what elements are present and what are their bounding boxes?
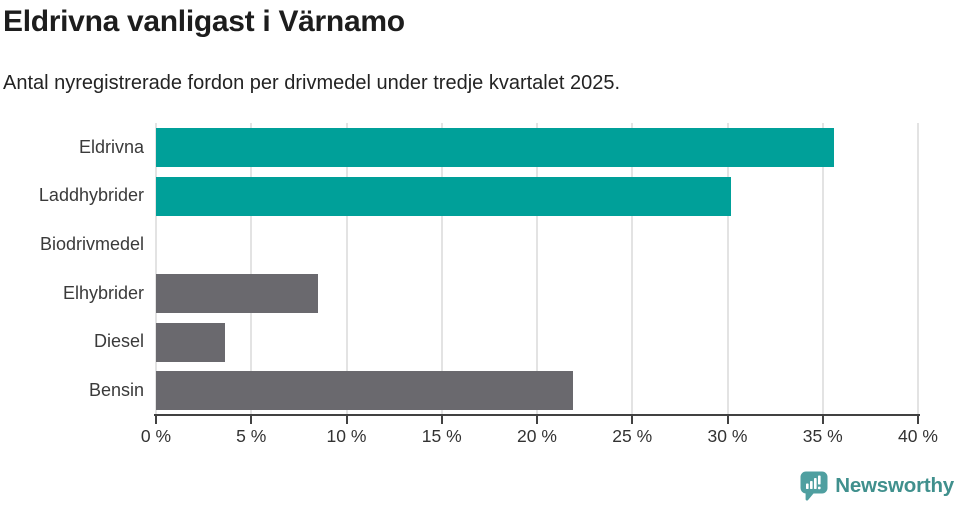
bar-bensin xyxy=(156,371,574,411)
x-tick xyxy=(155,416,157,424)
newsworthy-logo: Newsworthy xyxy=(800,471,954,501)
x-tick-label: 20 % xyxy=(517,426,557,446)
gridline xyxy=(821,123,824,415)
x-tick xyxy=(726,416,729,424)
gridline xyxy=(345,123,348,415)
x-tick xyxy=(440,416,443,424)
newsworthy-logo-icon xyxy=(800,471,828,501)
bar-elhybrider xyxy=(156,273,318,313)
plot-area xyxy=(155,123,919,415)
x-tick-label: 30 % xyxy=(707,426,748,446)
x-tick-label: 40 % xyxy=(898,426,938,446)
x-tick-label: 15 % xyxy=(421,426,462,446)
x-tick xyxy=(250,416,253,424)
gridline xyxy=(631,123,634,415)
bar-laddhybrider xyxy=(156,176,732,216)
x-tick-label: 0 % xyxy=(140,426,172,446)
gridline xyxy=(536,123,538,415)
category-label: Eldrivna xyxy=(78,136,144,157)
x-tick xyxy=(631,416,634,424)
category-label: Laddhybrider xyxy=(38,185,144,206)
x-tick xyxy=(821,416,824,424)
x-tick-label: 25 % xyxy=(612,426,653,446)
x-tick xyxy=(345,416,348,424)
category-label: Bensin xyxy=(88,380,144,401)
x-tick-label: 35 % xyxy=(802,426,843,446)
bar-eldrivna xyxy=(156,127,835,167)
x-tick-label: 10 % xyxy=(326,426,367,446)
gridline xyxy=(440,123,443,415)
x-tick-label: 5 % xyxy=(236,426,267,446)
chart-subtitle: Antal nyregistrerade fordon per drivmede… xyxy=(3,72,621,94)
category-label: Diesel xyxy=(93,331,144,352)
x-tick xyxy=(917,416,919,424)
chart-title: Eldrivna vanligast i Värnamo xyxy=(3,5,405,38)
newsworthy-logo-text: Newsworthy xyxy=(835,474,954,497)
category-label: Elhybrider xyxy=(62,282,144,303)
gridline xyxy=(917,123,919,415)
gridline xyxy=(250,123,253,415)
x-axis-line xyxy=(154,414,920,416)
category-axis: Eldrivna Laddhybrider Biodrivmedel Elhybrid… xyxy=(0,123,144,415)
gridline xyxy=(726,123,729,415)
category-label: Biodrivmedel xyxy=(39,234,144,255)
gridline xyxy=(155,123,157,415)
bar-diesel xyxy=(156,322,225,362)
x-tick xyxy=(536,416,538,424)
